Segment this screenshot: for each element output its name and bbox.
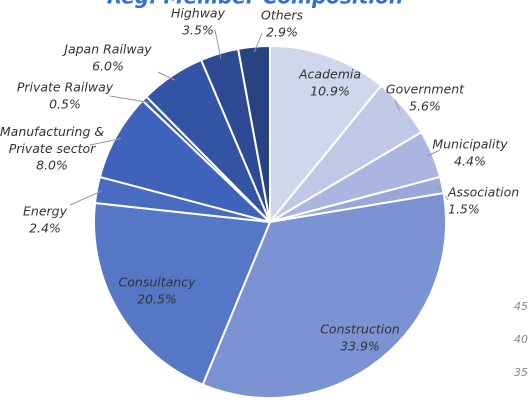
value-label: 20.5% bbox=[137, 292, 177, 307]
value-label: 10.9% bbox=[310, 84, 350, 99]
leader-line bbox=[214, 29, 222, 59]
pie-slice bbox=[93, 201, 272, 386]
slice-label: Energy bbox=[23, 204, 68, 219]
value-label: 8.0% bbox=[36, 158, 68, 173]
value-label: 2.4% bbox=[29, 221, 61, 236]
slice-label: Government bbox=[386, 82, 465, 97]
slice-label: Consultancy bbox=[119, 275, 197, 290]
slice-label: Others bbox=[261, 8, 303, 23]
pie-slice bbox=[236, 44, 271, 223]
leader-line bbox=[89, 138, 122, 146]
leader-line bbox=[427, 149, 441, 157]
pie-slice bbox=[201, 191, 447, 399]
slice-label: Academia bbox=[298, 67, 361, 82]
side-label: 35 bbox=[514, 366, 528, 379]
leader-line bbox=[157, 71, 176, 81]
chart-title: Reg. Member Composition bbox=[107, 0, 403, 9]
value-label: 33.9% bbox=[340, 339, 380, 354]
slice-label: Association bbox=[447, 185, 519, 200]
leader-line bbox=[69, 190, 103, 206]
value-label: 1.5% bbox=[448, 202, 480, 217]
slice-label: Japan Railway bbox=[61, 42, 152, 57]
slice-label: Manufacturing & Private sector bbox=[0, 124, 104, 156]
value-label: 6.0% bbox=[92, 59, 124, 74]
side-label: 45 bbox=[514, 300, 528, 313]
value-label: 3.5% bbox=[182, 23, 214, 38]
value-label: 5.6% bbox=[409, 99, 441, 114]
pie-slice bbox=[269, 44, 383, 225]
side-label: 40 bbox=[514, 333, 528, 346]
leader-line bbox=[254, 32, 263, 53]
slice-label: Construction bbox=[320, 322, 400, 337]
leader-line bbox=[394, 99, 400, 111]
slice-label: Municipality bbox=[432, 137, 508, 152]
value-label: 4.4% bbox=[454, 154, 486, 169]
value-label: 0.5% bbox=[49, 97, 81, 112]
leader-line bbox=[109, 95, 149, 103]
slice-label: Private Railway bbox=[17, 80, 114, 95]
value-label: 2.9% bbox=[266, 25, 298, 40]
slice-label: Highway bbox=[171, 6, 226, 21]
